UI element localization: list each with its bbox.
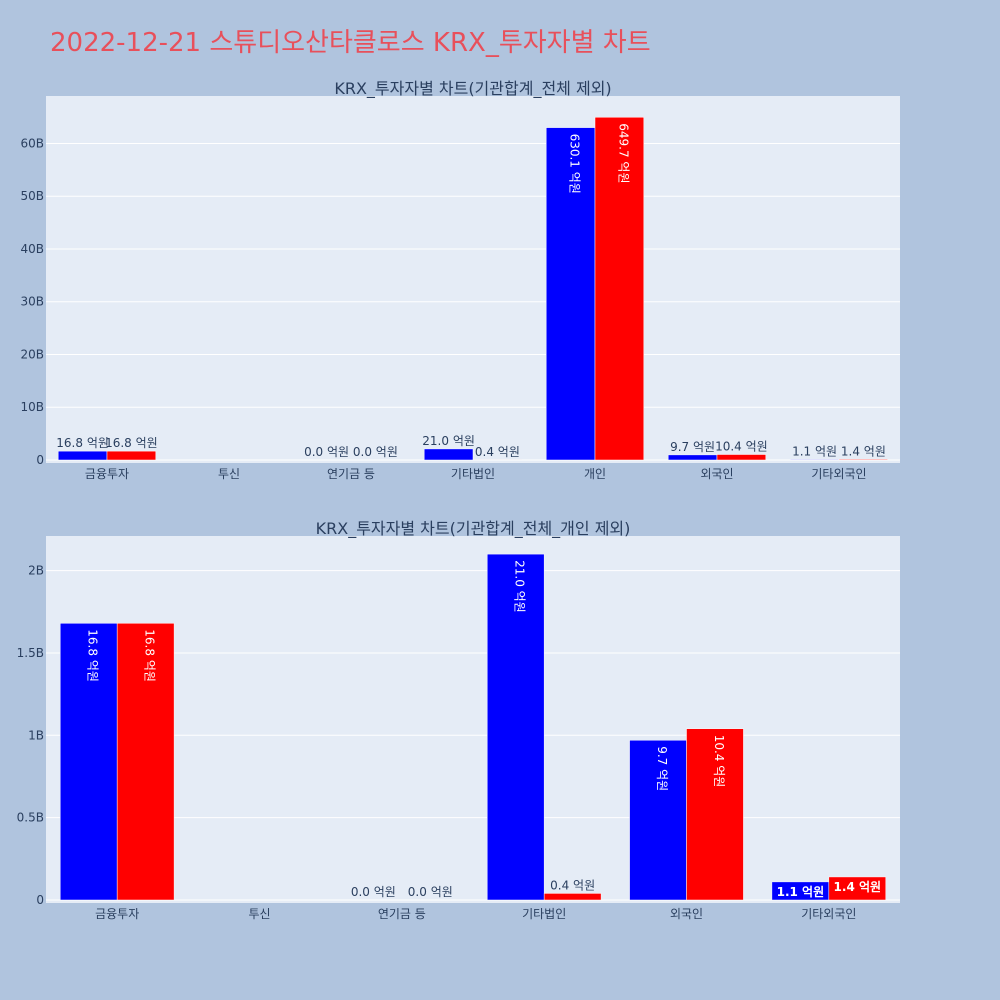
x-tick-label: 외국인 [670, 907, 703, 921]
data-label: 21.0 억원 [513, 560, 527, 613]
y-tick-label: 30B [20, 295, 44, 309]
x-tick-label: 외국인 [700, 467, 733, 481]
y-tick-label: 0 [36, 453, 44, 467]
x-tick-label: 기타외국인 [801, 907, 856, 921]
bar [594, 117, 645, 461]
data-label: 0.0 억원 [408, 885, 453, 899]
data-label: 16.8 억원 [143, 629, 157, 682]
data-label: 1.4 억원 [834, 880, 882, 894]
y-tick-label: 1.5B [17, 646, 44, 660]
y-tick-label: 10B [20, 400, 44, 414]
data-label: 0.4 억원 [475, 445, 520, 459]
y-tick-label: 20B [20, 347, 44, 361]
bar [116, 623, 175, 901]
y-tick-label: 40B [20, 242, 44, 256]
data-label: 9.7 억원 [655, 746, 669, 791]
data-label: 21.0 억원 [422, 434, 475, 448]
bar [543, 893, 602, 901]
bar [629, 739, 687, 901]
data-label: 16.8 억원 [86, 629, 100, 682]
y-tick-label: 0.5B [17, 811, 44, 825]
x-tick-label: 투신 [248, 907, 270, 921]
page-title: 2022-12-21 스튜디오산타클로스 KRX_투자자별 차트 [50, 28, 651, 58]
plot-area [46, 96, 900, 463]
x-tick-label: 연기금 등 [378, 907, 426, 921]
plot-area [46, 536, 900, 903]
x-tick-label: 투신 [218, 467, 240, 481]
data-label: 1.1 억원 [777, 885, 825, 899]
bar [789, 459, 840, 461]
data-label: 1.4 억원 [841, 444, 886, 458]
data-label: 16.8 억원 [105, 436, 158, 450]
bar [545, 127, 596, 461]
data-label: 10.4 억원 [712, 735, 726, 788]
bar [686, 728, 744, 901]
y-tick-label: 1B [28, 728, 44, 742]
x-tick-label: 기타법인 [522, 907, 566, 921]
x-tick-label: 기타외국인 [811, 467, 866, 481]
data-label: 10.4 억원 [715, 440, 768, 454]
x-tick-label: 금융투자 [85, 467, 129, 481]
chart-top: KRX_투자자별 차트(기관합계_전체 제외) 0 10B 20B 30B 40B 50B 6… [20, 79, 900, 481]
y-tick-label: 0 [36, 893, 44, 907]
bar [716, 454, 767, 461]
x-tick-label: 기타법인 [451, 467, 495, 481]
bar [667, 454, 718, 461]
data-label: 16.8 억원 [56, 436, 109, 450]
bar [57, 450, 108, 461]
data-label: 1.1 억원 [792, 444, 837, 458]
data-label: 630.1 억원 [568, 134, 582, 194]
chart-title: KRX_투자자별 차트(기관합계_전체 제외) [334, 79, 611, 99]
data-label: 0.0 억원 [304, 445, 349, 459]
bar [59, 623, 118, 901]
bar [106, 450, 157, 461]
bar [486, 553, 545, 901]
bar [423, 448, 474, 461]
y-tick-label: 50B [20, 189, 44, 203]
x-tick-label: 개인 [584, 467, 606, 481]
data-label: 0.0 억원 [353, 445, 398, 459]
data-label: 9.7 억원 [670, 440, 715, 454]
y-tick-label: 2B [28, 564, 44, 578]
bar [828, 876, 887, 901]
chart-title: KRX_투자자별 차트(기관합계_전체_개인 제외) [316, 519, 631, 539]
data-label: 0.4 억원 [550, 878, 595, 892]
bar [838, 459, 889, 461]
chart-bottom: KRX_투자자별 차트(기관합계_전체_개인 제외) 0 0.5B 1B 1.5B 2B 금… [17, 519, 900, 921]
data-label: 0.0 억원 [351, 885, 396, 899]
y-tick-label: 60B [20, 136, 44, 150]
data-label: 649.7 억원 [616, 123, 630, 183]
x-tick-label: 연기금 등 [327, 467, 375, 481]
x-tick-label: 금융투자 [95, 907, 139, 921]
